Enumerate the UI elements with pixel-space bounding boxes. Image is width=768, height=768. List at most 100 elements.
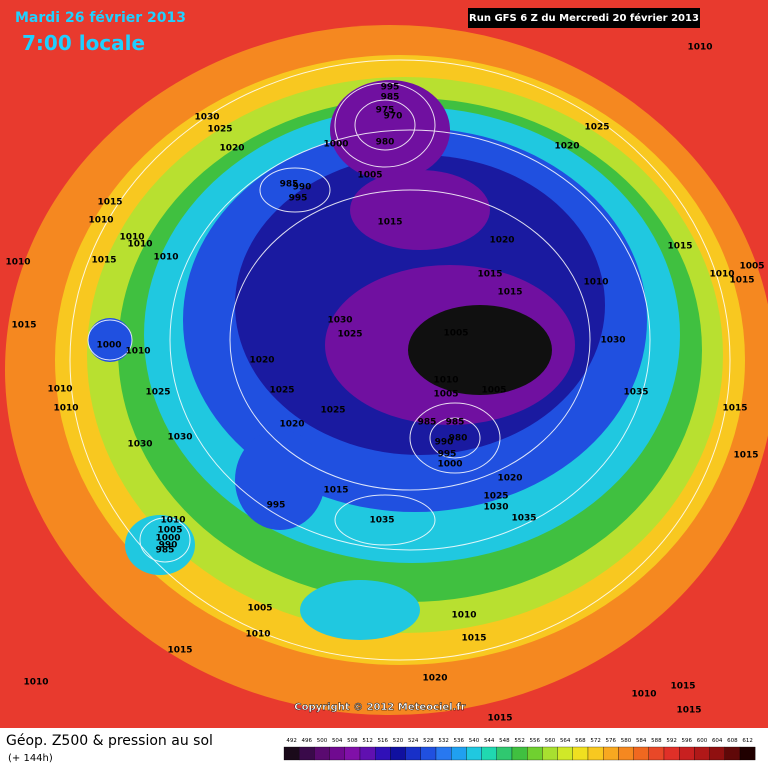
colorbar-cell xyxy=(633,746,649,761)
isobar-label: 1010 xyxy=(5,258,30,268)
colorbar-label: 560 xyxy=(545,738,556,744)
isobar-label: 1020 xyxy=(422,674,447,684)
colorbar-cell xyxy=(709,746,725,761)
colorbar-cell xyxy=(420,746,437,761)
isobar-label: 1020 xyxy=(489,236,514,246)
isobar-label: 1015 xyxy=(729,276,754,286)
isobar-label: 1035 xyxy=(511,514,536,524)
colorbar-label: 528 xyxy=(423,738,434,744)
isobar-label: 1010 xyxy=(88,216,113,226)
isobar-label: 1015 xyxy=(676,706,701,716)
colorbar-cell xyxy=(679,746,695,761)
colorbar-label: 556 xyxy=(530,738,541,744)
isobar-label: 1025 xyxy=(207,125,232,135)
isobar-label: 1005 xyxy=(157,526,182,536)
colorbar-label: 568 xyxy=(575,738,586,744)
colorbar-cell xyxy=(496,746,513,761)
colorbar-cell xyxy=(329,746,345,761)
isobar-label: 985 xyxy=(418,418,437,428)
isobar-label: 1015 xyxy=(97,198,122,208)
isobar-label: 1020 xyxy=(554,142,579,152)
colorbar-label: 588 xyxy=(651,738,662,744)
colorbar-label: 500 xyxy=(317,738,328,744)
isobar-label: 1000 xyxy=(437,460,462,470)
isobar-label: 1025 xyxy=(269,386,294,396)
isobar-label: 1010 xyxy=(127,240,152,250)
colorbar-cell xyxy=(739,746,756,761)
isobar-label: 1015 xyxy=(670,682,695,692)
isobar-label: 1010 xyxy=(23,678,48,688)
isobar-label: 1015 xyxy=(11,321,36,331)
isobar-label: 1000 xyxy=(323,140,348,150)
colorbar-cell xyxy=(542,746,558,761)
isobar-label: 985 xyxy=(156,546,175,556)
colorbar-cell xyxy=(435,746,452,761)
isobar-label: 1010 xyxy=(245,630,270,640)
isobar-label: 1015 xyxy=(461,634,486,644)
colorbar-label: 608 xyxy=(727,738,738,744)
run-info: Run GFS 6 Z du Mercredi 20 février 2013 xyxy=(469,12,699,24)
isobar-label: 1030 xyxy=(167,433,192,443)
colorbar-label: 592 xyxy=(666,738,677,744)
colorbar-cell xyxy=(359,746,376,761)
colorbar-label: 552 xyxy=(514,738,525,744)
isobar-label: 1010 xyxy=(631,690,656,700)
isobar-label: 1025 xyxy=(145,388,170,398)
isobar-label: 1015 xyxy=(323,486,348,496)
isobar-label: 1010 xyxy=(433,376,458,386)
isobar-label: 985 xyxy=(446,418,465,428)
date: Mardi 26 février 2013 xyxy=(15,10,186,26)
colorbar-cell xyxy=(557,746,573,761)
colorbar-label: 604 xyxy=(712,738,723,744)
isobar-label: 1025 xyxy=(584,123,609,133)
isobar-label: 1015 xyxy=(377,218,402,228)
isobar-label: 1015 xyxy=(733,451,758,461)
colorbar-label: 596 xyxy=(682,738,693,744)
isobar-label: 985 xyxy=(280,180,299,190)
isobar-label: 985 xyxy=(381,93,400,103)
colorbar-cell xyxy=(451,746,467,761)
isobar-label: 1015 xyxy=(167,646,192,656)
colorbar-cell xyxy=(405,746,421,761)
colorbar-cell xyxy=(283,746,300,761)
isobar-label: 1025 xyxy=(320,406,345,416)
colorbar-label: 492 xyxy=(286,738,297,744)
colorbar-label: 576 xyxy=(606,738,617,744)
isobar-label: 1000 xyxy=(96,341,121,351)
isobar-label: 1015 xyxy=(477,270,502,280)
isobar-label: 990 xyxy=(293,183,312,193)
isobar-label: 1005 xyxy=(357,171,382,181)
footer-title: Géop. Z500 & pression au sol xyxy=(6,733,213,749)
colorbar-label: 512 xyxy=(362,738,373,744)
isobar-label: 1010 xyxy=(119,233,144,243)
colorbar-label: 520 xyxy=(393,738,404,744)
colorbar-cell xyxy=(572,746,589,761)
isobar-label: 1030 xyxy=(483,503,508,513)
isobar-label: 1005 xyxy=(443,329,468,339)
isobar-label: 1015 xyxy=(487,714,512,724)
isobar-label: 1010 xyxy=(583,278,608,288)
run-box xyxy=(468,8,700,28)
colorbar-label: 524 xyxy=(408,738,419,744)
colorbar-cell xyxy=(466,746,482,761)
isobar-label: 995 xyxy=(267,501,286,511)
isobar-label: 1010 xyxy=(451,611,476,621)
isobar-label: 1025 xyxy=(337,330,362,340)
isobar-label: 1020 xyxy=(219,144,244,154)
isobar-label: 1010 xyxy=(47,385,72,395)
isobar-label: 1010 xyxy=(153,253,178,263)
colorbar-cell xyxy=(390,746,406,761)
colorbar-label: 540 xyxy=(469,738,480,744)
isobar-label: 990 xyxy=(159,541,178,551)
colorbar-cell xyxy=(603,746,619,761)
isobar-label: 1005 xyxy=(739,262,764,272)
isobar-label: 970 xyxy=(384,112,403,122)
colorbar-label: 544 xyxy=(484,738,495,744)
isobar-label: 1030 xyxy=(194,113,219,123)
colorbar-label: 532 xyxy=(438,738,449,744)
colorbar-cell xyxy=(663,746,680,761)
colorbar-label: 584 xyxy=(636,738,647,744)
isobar-label: 1005 xyxy=(433,390,458,400)
